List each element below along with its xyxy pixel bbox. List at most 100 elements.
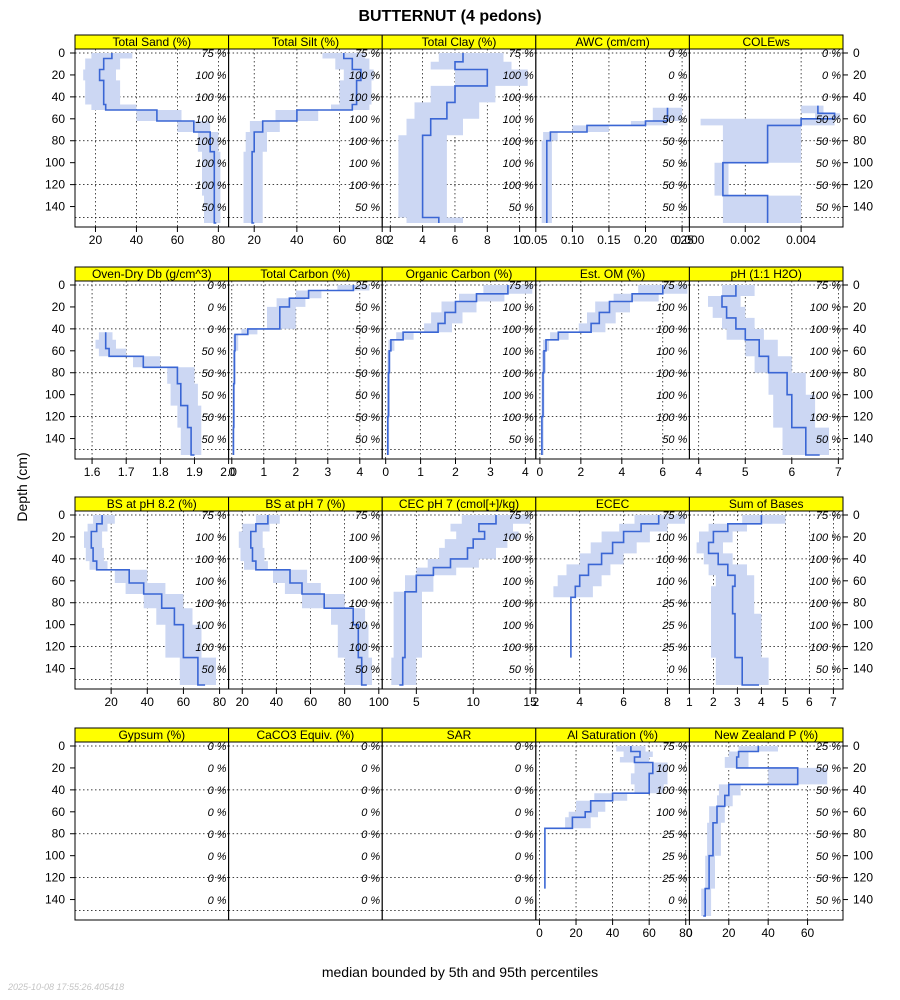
pct-label-awc-cm-cm-6: 50 % xyxy=(662,180,687,192)
panel-est-om: Est. OM (%) 75 % 100 % 100 % 100 % 100 % 100 %… xyxy=(535,266,690,479)
pct-label-colews-5: 50 % xyxy=(816,158,841,170)
pct-label-bs-at-ph-8-2-1: 100 % xyxy=(195,532,226,544)
x-tick-label-organic-carbon-3: 3 xyxy=(487,465,494,479)
median-line-ph-1-1-h2o xyxy=(721,285,820,456)
x-tick-label-total-sand-0: 20 xyxy=(89,233,103,247)
x-tick-label-bs-at-ph-7-0: 20 xyxy=(236,695,250,709)
pct-label-total-sand-7: 50 % xyxy=(202,202,227,214)
panel-grid: Total Sand (%)75 %100 %100 %100 %100 %10… xyxy=(45,34,873,940)
panel-new-zealand-p: New Zealand P (%)25 % 50 % 50 % 50 % 50 % 50 … xyxy=(686,727,873,940)
pct-label-total-silt-1: 100 % xyxy=(349,70,380,82)
median-line-sum-of-bases xyxy=(707,515,763,686)
x-tick-label-sum-of-bases-1: 2 xyxy=(710,695,717,709)
pct-label-awc-cm-cm-2: 0 % xyxy=(668,92,687,104)
x-tick-label-est-om-1: 2 xyxy=(578,465,585,479)
pct-label-organic-carbon-4: 100 % xyxy=(503,368,534,380)
pct-label-gypsum-0: 0 % xyxy=(208,741,227,753)
panel-caco3-equiv: CaCO3 Equiv. (%) 0 % 0 % 0 % 0 % 0 % 0 % 0 % 0 % xyxy=(228,727,383,921)
panel-organic-carbon: Organic Carbon (%)75 % 100 % 100 % 100 % 100… xyxy=(381,266,537,479)
x-tick-label-al-saturation-1: 20 xyxy=(569,926,583,940)
pct-label-awc-cm-cm-5: 50 % xyxy=(662,158,687,170)
pct-label-ph-1-1-h2o-0: 75 % xyxy=(816,280,841,292)
y-tick-label-bs-at-ph-8-2-5: 100 xyxy=(45,618,65,632)
pct-label-caco3-equiv-1: 0 % xyxy=(361,763,380,775)
panel-title-awc-cm-cm: AWC (cm/cm) xyxy=(575,35,649,49)
panel-total-sand: Total Sand (%) 75 % 100 % 100 % 100 % 100 % 10… xyxy=(45,34,230,247)
pct-label-oven-dry-db-g-cm-3-2: 0 % xyxy=(208,324,227,336)
pct-label-new-zealand-p-0: 25 % xyxy=(815,741,841,753)
pct-label-gypsum-1: 0 % xyxy=(208,763,227,775)
panel-title-total-carbon: Total Carbon (%) xyxy=(260,267,350,281)
pct-label-oven-dry-db-g-cm-3-3: 50 % xyxy=(202,346,227,358)
y-axis-label: Depth (cm) xyxy=(14,452,30,521)
pct-label-total-clay-7: 50 % xyxy=(509,202,534,214)
pct-label-awc-cm-cm-7: 50 % xyxy=(662,202,687,214)
pct-label-oven-dry-db-g-cm-3-6: 50 % xyxy=(202,412,227,424)
band-total-silt xyxy=(243,53,374,223)
pct-label-bs-at-ph-8-2-3: 100 % xyxy=(195,576,226,588)
pct-label-total-clay-0: 75 % xyxy=(509,48,534,60)
y-tick-label-gypsum-6: 120 xyxy=(45,871,65,885)
x-tick-label-colews-1: 0.002 xyxy=(730,233,760,247)
pct-label-colews-0: 0 % xyxy=(822,48,841,60)
median-line-oven-dry-db-g-cm-3 xyxy=(104,332,195,456)
pct-label-colews-4: 50 % xyxy=(816,136,841,148)
pct-label-caco3-equiv-3: 0 % xyxy=(361,807,380,819)
pct-label-caco3-equiv-2: 0 % xyxy=(361,785,380,797)
x-tick-label-ph-1-1-h2o-0: 4 xyxy=(695,465,702,479)
pct-label-ecec-7: 0 % xyxy=(668,664,687,676)
pct-label-total-sand-4: 100 % xyxy=(195,136,226,148)
pct-label-sar-4: 0 % xyxy=(515,829,534,841)
pct-label-sum-of-bases-4: 100 % xyxy=(810,598,841,610)
pct-label-total-clay-3: 100 % xyxy=(503,114,534,126)
panel-title-est-om: Est. OM (%) xyxy=(580,267,645,281)
band-sum-of-bases xyxy=(696,515,786,685)
y-tick-label-bs-at-ph-8-2-2: 40 xyxy=(52,552,66,566)
pct-label-ecec-0: 75 % xyxy=(662,510,687,522)
pct-label-bs-at-ph-8-2-0: 75 % xyxy=(202,510,227,522)
y-tick-label-oven-dry-db-g-cm-3-3: 60 xyxy=(52,344,66,358)
y-tick-label-bs-at-ph-8-2-0: 0 xyxy=(58,508,65,522)
y-tick-label-colews-0: 0 xyxy=(853,46,860,60)
x-tick-label-total-sand-1: 40 xyxy=(130,233,144,247)
panel-title-total-silt: Total Silt (%) xyxy=(272,35,339,49)
x-tick-label-est-om-3: 6 xyxy=(659,465,666,479)
panel-cec-ph-7-cmol-kg: CEC pH 7 (cmol[+]/kg)75 % 100 % 100 % 100 %… xyxy=(381,496,537,709)
y-tick-label-colews-3: 60 xyxy=(853,112,867,126)
pct-label-sar-6: 0 % xyxy=(515,873,534,885)
pct-label-total-silt-0: 75 % xyxy=(355,48,380,60)
y-tick-label-total-sand-7: 140 xyxy=(45,200,65,214)
y-tick-label-total-sand-1: 20 xyxy=(52,68,66,82)
median-line-est-om xyxy=(541,285,664,455)
y-tick-label-oven-dry-db-g-cm-3-7: 140 xyxy=(45,432,65,446)
panel-frame-new-zealand-p xyxy=(688,741,844,921)
x-tick-label-colews-0: 0.000 xyxy=(674,233,704,247)
pct-label-cec-ph-7-cmol-kg-1: 100 % xyxy=(503,532,534,544)
pct-label-sum-of-bases-1: 100 % xyxy=(810,532,841,544)
pct-label-est-om-6: 100 % xyxy=(656,412,687,424)
pct-label-organic-carbon-0: 75 % xyxy=(509,280,534,292)
y-tick-label-sum-of-bases-7: 140 xyxy=(853,662,873,676)
median-line-total-sand xyxy=(98,53,217,224)
x-tick-label-total-silt-0: 20 xyxy=(248,233,262,247)
x-tick-label-total-clay-3: 8 xyxy=(484,233,491,247)
x-tick-label-bs-at-ph-8-2-1: 40 xyxy=(141,695,155,709)
y-tick-label-sum-of-bases-1: 20 xyxy=(853,530,867,544)
panel-title-gypsum: Gypsum (%) xyxy=(118,728,185,742)
y-tick-label-total-sand-6: 120 xyxy=(45,178,65,192)
y-tick-label-bs-at-ph-8-2-4: 80 xyxy=(52,596,66,610)
pct-label-total-clay-6: 100 % xyxy=(503,180,534,192)
pct-label-total-silt-3: 100 % xyxy=(349,114,380,126)
pct-label-bs-at-ph-7-1: 100 % xyxy=(349,532,380,544)
y-tick-label-oven-dry-db-g-cm-3-1: 20 xyxy=(52,300,66,314)
pct-label-est-om-0: 75 % xyxy=(662,280,687,292)
panel-title-al-saturation: Al Saturation (%) xyxy=(567,728,658,742)
pct-label-organic-carbon-7: 50 % xyxy=(509,434,534,446)
y-tick-label-colews-2: 40 xyxy=(853,90,867,104)
pct-label-sum-of-bases-0: 75 % xyxy=(816,510,841,522)
panel-title-colews: COLEws xyxy=(743,35,790,49)
pct-label-al-saturation-7: 0 % xyxy=(668,895,687,907)
x-tick-label-total-clay-4: 10 xyxy=(513,233,527,247)
y-tick-label-bs-at-ph-8-2-1: 20 xyxy=(52,530,66,544)
y-tick-label-sum-of-bases-4: 80 xyxy=(853,596,867,610)
